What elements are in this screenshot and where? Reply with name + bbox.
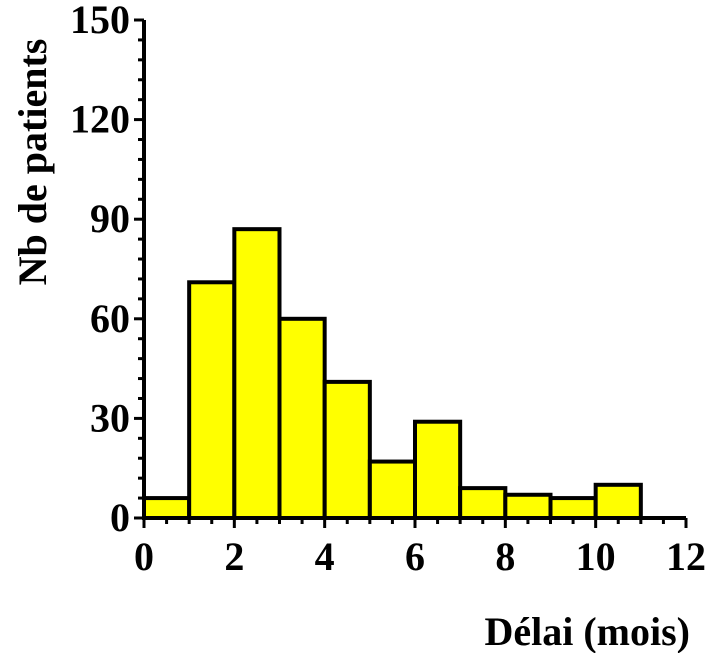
histogram-bar-8 <box>503 492 553 521</box>
x-tick-label: 4 <box>315 534 335 579</box>
histogram-bar-10 <box>593 482 643 520</box>
x-axis-label: Délai (mois) <box>484 609 690 653</box>
histogram-bar-9 <box>548 496 598 520</box>
y-tick-label: 90 <box>90 196 130 241</box>
y-tick-label: 0 <box>110 495 130 540</box>
x-tick-label: 2 <box>224 534 244 579</box>
x-tick-label: 8 <box>495 534 515 579</box>
histogram-bar-3 <box>277 316 327 520</box>
histogram-bar-2 <box>232 227 282 520</box>
y-tick-label: 60 <box>90 296 130 341</box>
x-tick-label: 0 <box>134 534 154 579</box>
histogram-bar-0 <box>142 496 192 520</box>
histogram-bar-4 <box>322 379 372 520</box>
axes-group <box>134 18 688 528</box>
x-tick-label: 6 <box>405 534 425 579</box>
histogram-bar-5 <box>367 459 418 520</box>
y-tick-label: 120 <box>70 97 130 142</box>
x-tick-label: 10 <box>576 534 616 579</box>
y-tick-label: 150 <box>70 0 130 42</box>
bars-group <box>142 227 643 521</box>
x-tick-label: 12 <box>666 534 706 579</box>
histogram-bar-6 <box>413 419 463 520</box>
histogram-bar-7 <box>458 486 508 520</box>
y-tick-label: 30 <box>90 395 130 440</box>
y-axis-label: Nb de patients <box>10 39 55 286</box>
histogram-bar-1 <box>187 280 237 520</box>
